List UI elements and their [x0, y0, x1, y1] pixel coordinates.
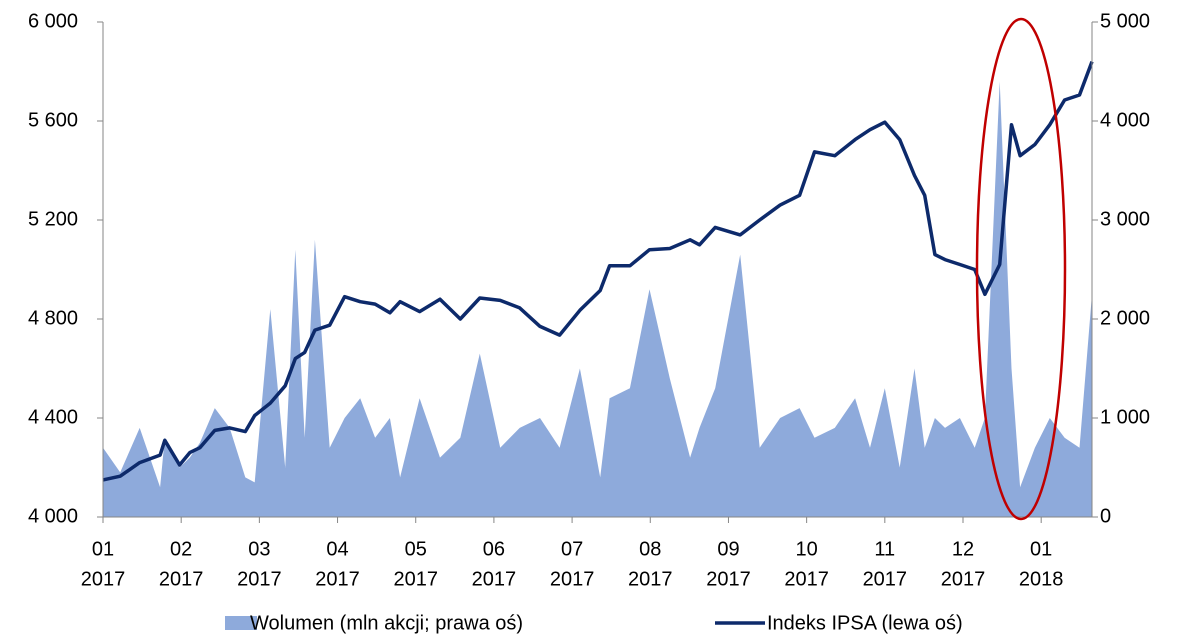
y-tick-label: 5 200 [28, 208, 78, 230]
y2-tick-label: 4 000 [1100, 109, 1150, 131]
x-tick-label: 2017 [628, 568, 673, 590]
x-tick-label: 2017 [784, 568, 829, 590]
y-tick-label: 5 600 [28, 109, 78, 131]
x-tick-label: 09 [717, 538, 739, 560]
volume-area [103, 81, 1092, 518]
x-tick-label: 11 [874, 538, 895, 560]
y-tick-label: 6 000 [28, 10, 78, 32]
legend-label: Indeks IPSA (lewa oś) [767, 612, 963, 634]
highlight-ellipse [975, 17, 1067, 521]
y2-tick-label: 0 [1100, 505, 1111, 527]
x-tick-label: 2017 [81, 568, 126, 590]
x-tick-label: 06 [483, 538, 505, 560]
y-tick-label: 4 400 [28, 406, 78, 428]
y-tick-label: 4 800 [28, 307, 78, 329]
y2-tick-label: 2 000 [1100, 307, 1150, 329]
x-tick-label: 2017 [315, 568, 360, 590]
x-tick-label: 2017 [472, 568, 517, 590]
x-tick-label: 03 [248, 538, 270, 560]
x-tick-label: 2017 [706, 568, 751, 590]
x-tick-label: 01 [1030, 538, 1052, 560]
plot-area: 4 000 4 400 4 800 5 200 5 600 6 000 0 1 000 2 00… [28, 10, 1150, 634]
index-line [102, 60, 1094, 482]
y2-tick-label: 5 000 [1100, 10, 1150, 32]
x-tick-label: 2017 [237, 568, 282, 590]
x-tick-label: 2017 [941, 568, 986, 590]
y2-tick-label: 1 000 [1100, 406, 1150, 428]
x-tick-label: 07 [561, 538, 583, 560]
x-tick-label: 2017 [393, 568, 438, 590]
x-tick-label: 12 [952, 538, 974, 560]
x-tick-label: 08 [639, 538, 661, 560]
x-tick-label: 2017 [863, 568, 908, 590]
x-tick-label: 10 [796, 538, 818, 560]
legend-swatch [225, 616, 257, 630]
legend-label: Wolumen (mln akcji; prawa oś) [250, 612, 523, 634]
x-tick-label: 05 [405, 538, 427, 560]
x-tick-label: 04 [326, 538, 348, 560]
y2-tick-label: 3 000 [1100, 208, 1150, 230]
x-tick-label: 01 [92, 538, 114, 560]
x-tick-label: 02 [170, 538, 192, 560]
y-tick-label: 4 000 [28, 505, 78, 527]
x-tick-label: 2018 [1019, 568, 1064, 590]
x-tick-label: 2017 [159, 568, 204, 590]
x-tick-label: 2017 [550, 568, 595, 590]
